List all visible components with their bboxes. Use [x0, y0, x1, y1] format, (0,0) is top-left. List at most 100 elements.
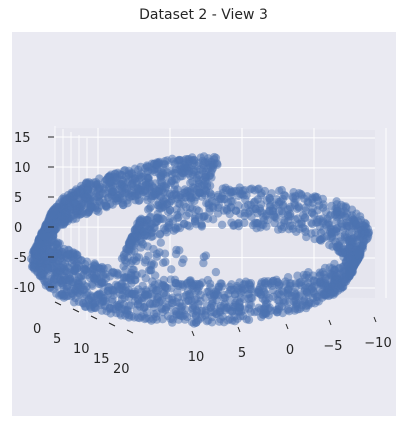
data-point	[229, 222, 237, 230]
data-point	[225, 186, 233, 194]
data-point	[84, 186, 92, 194]
data-point	[164, 301, 172, 309]
data-point	[204, 316, 212, 324]
data-point	[262, 222, 270, 230]
data-point	[111, 170, 119, 178]
data-point	[99, 271, 107, 279]
data-point	[44, 265, 52, 273]
data-point	[206, 280, 214, 288]
data-point	[192, 205, 200, 213]
data-point	[94, 291, 102, 299]
data-point	[112, 197, 120, 205]
data-point	[240, 295, 248, 303]
data-point	[190, 156, 198, 164]
data-point	[179, 283, 187, 291]
data-point	[224, 316, 232, 324]
data-point	[190, 197, 198, 205]
data-point	[159, 259, 167, 267]
data-point	[231, 317, 239, 325]
data-point	[149, 315, 157, 323]
data-point	[148, 277, 156, 285]
data-point	[303, 192, 311, 200]
data-point	[80, 286, 88, 294]
data-point	[85, 295, 93, 303]
data-point	[131, 297, 139, 305]
data-point	[240, 212, 248, 220]
data-point	[319, 195, 327, 203]
data-point	[44, 224, 52, 232]
data-point	[320, 270, 328, 278]
data-point	[295, 189, 303, 197]
data-point	[104, 264, 112, 272]
data-point	[349, 260, 357, 268]
data-point	[152, 187, 160, 195]
data-point	[143, 308, 151, 316]
data-point	[310, 289, 318, 297]
data-point	[135, 221, 143, 229]
data-point	[279, 309, 287, 317]
data-point	[117, 311, 125, 319]
data-point	[102, 202, 110, 210]
data-point	[208, 300, 216, 308]
data-point	[280, 298, 288, 306]
data-point	[327, 289, 335, 297]
data-point	[179, 293, 187, 301]
data-point	[58, 212, 66, 220]
data-point	[215, 283, 223, 291]
data-point	[257, 291, 265, 299]
data-point	[61, 274, 69, 282]
data-point	[171, 189, 179, 197]
data-point	[85, 178, 93, 186]
data-point	[232, 207, 240, 215]
data-point	[101, 297, 109, 305]
data-point	[305, 274, 313, 282]
data-point	[83, 268, 91, 276]
data-point	[132, 257, 140, 265]
data-point	[30, 264, 38, 272]
y-tick-label: 5	[53, 332, 61, 347]
data-point	[187, 282, 195, 290]
data-point	[180, 219, 188, 227]
data-point	[246, 281, 254, 289]
data-point	[144, 252, 152, 260]
data-point	[199, 213, 207, 221]
z-tick-label: -5	[14, 251, 27, 266]
data-point	[137, 238, 145, 246]
data-point	[188, 305, 196, 313]
data-point	[127, 272, 135, 280]
data-point	[193, 174, 201, 182]
data-point	[157, 239, 165, 247]
y-tick-label: 20	[113, 362, 130, 377]
data-point	[66, 250, 74, 258]
data-point	[242, 191, 250, 199]
data-point	[218, 192, 226, 200]
data-point	[172, 165, 180, 173]
x-tick-mark	[329, 320, 331, 325]
data-point	[153, 218, 161, 226]
data-point	[299, 297, 307, 305]
data-point	[94, 204, 102, 212]
data-point	[317, 236, 325, 244]
data-point	[169, 157, 177, 165]
data-point	[122, 173, 130, 181]
data-point	[144, 167, 152, 175]
data-point	[125, 193, 133, 201]
data-point	[50, 285, 58, 293]
data-point	[228, 307, 236, 315]
data-point	[185, 167, 193, 175]
data-point	[134, 313, 142, 321]
data-point	[52, 224, 60, 232]
data-point	[286, 205, 294, 213]
data-point	[340, 278, 348, 286]
data-point	[302, 233, 310, 241]
x-tick-label: 0	[286, 343, 294, 358]
data-point	[355, 250, 363, 258]
y-tick-mark	[91, 316, 97, 319]
data-point	[50, 252, 58, 260]
x-tick-mark	[286, 324, 288, 329]
y-tick-label: 10	[73, 342, 90, 357]
data-point	[91, 261, 99, 269]
data-point	[178, 302, 186, 310]
data-point	[135, 171, 143, 179]
